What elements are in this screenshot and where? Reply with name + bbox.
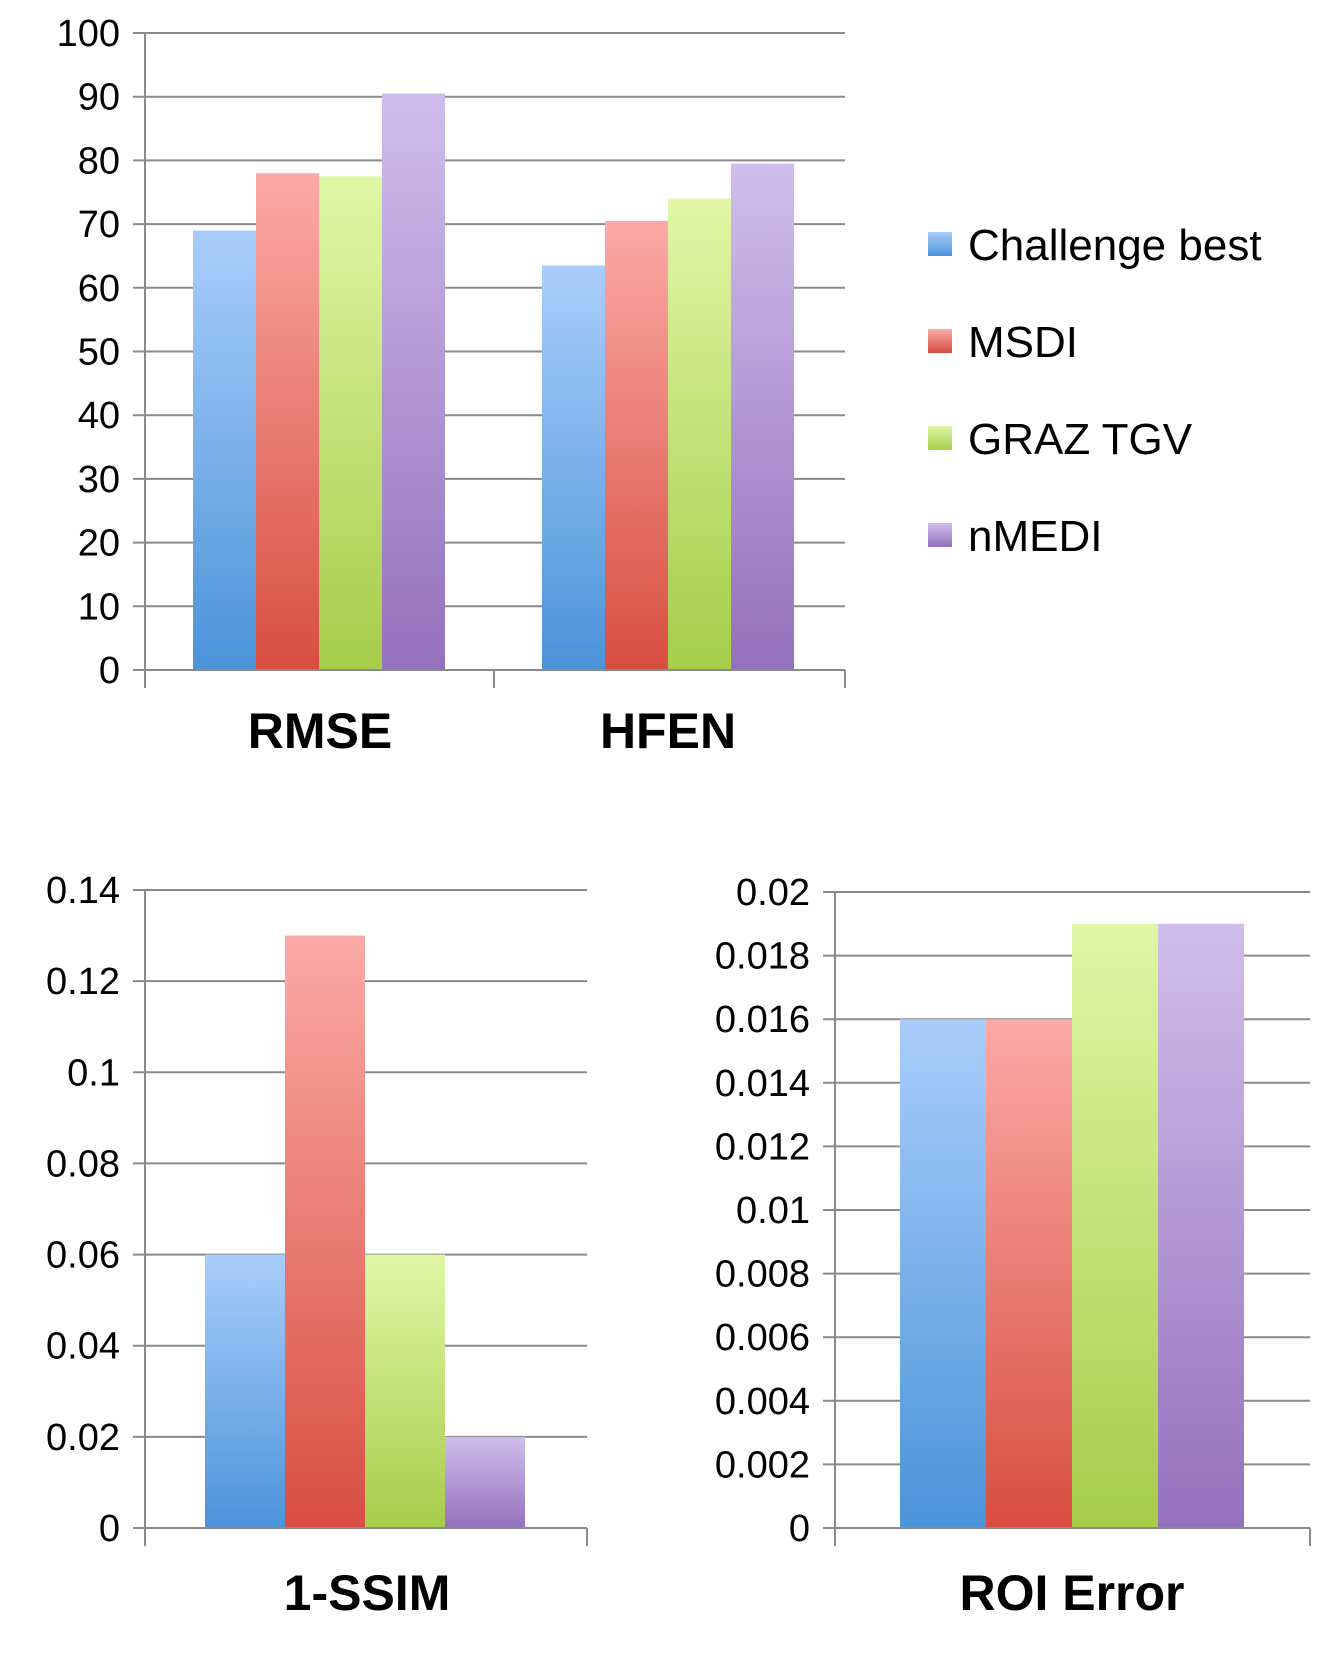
- y-tick-label: 20: [78, 523, 120, 565]
- y-tick-label: 0.02: [46, 1417, 120, 1459]
- y-tick-label: 80: [78, 140, 120, 182]
- y-tick-label: 90: [78, 77, 120, 119]
- legend-label: GRAZ TGV: [968, 415, 1193, 464]
- y-tick-label: 0.014: [715, 1063, 810, 1105]
- y-tick-label: 10: [78, 586, 120, 628]
- legend-swatch: [928, 232, 952, 256]
- bar-hfen-challenge-best: [542, 265, 605, 670]
- legend-swatch: [928, 329, 952, 353]
- legend-swatch: [928, 523, 952, 547]
- y-tick-label: 70: [78, 204, 120, 246]
- y-tick-label: 0.016: [715, 999, 810, 1041]
- y-tick-label: 0: [99, 650, 120, 692]
- bar-roi-error-challenge-best: [900, 1019, 986, 1528]
- y-tick-label: 60: [78, 268, 120, 310]
- y-tick-label: 0.006: [715, 1317, 810, 1359]
- y-tick-label: 0.1: [67, 1052, 120, 1094]
- chart-panel-1: 0 10 20 30 40 50 60 70 80 90 100 RMSE HFEN: [57, 13, 846, 759]
- bar-1-ssim-challenge-best: [205, 1254, 285, 1528]
- y-tick-label: 50: [78, 332, 120, 374]
- bar-1-ssim-msdi: [285, 935, 365, 1528]
- y-tick-label: 40: [78, 395, 120, 437]
- y-tick-label: 0.01: [736, 1190, 810, 1232]
- bar-hfen-graz-tgv: [668, 198, 731, 670]
- chart-panel-3: 0 0.002 0.004 0.006 0.008 0.01 0.012 0.014 0.016…: [715, 872, 1311, 1621]
- y-tick-label: 0: [99, 1508, 120, 1550]
- y-tick-label: 0.12: [46, 961, 120, 1003]
- y-tick-label: 0.004: [715, 1381, 810, 1423]
- bar-rmse-msdi: [256, 173, 319, 670]
- bar-hfen-msdi: [605, 220, 668, 671]
- bar-rmse-nmedi: [382, 93, 445, 670]
- bar-rmse-challenge-best: [193, 230, 256, 670]
- y-tick-label: 30: [78, 459, 120, 501]
- y-tick-label: 0.012: [715, 1126, 810, 1168]
- chart-panel-2: 0 0.02 0.04 0.06 0.08 0.1 0.12 0.14 1-SSIM: [46, 870, 588, 1621]
- category-label: ROI Error: [959, 1565, 1184, 1621]
- y-tick-label: 0.02: [736, 872, 810, 914]
- legend-swatch: [928, 426, 952, 450]
- y-tick-label: 0.018: [715, 936, 810, 978]
- bar-1-ssim-nmedi: [445, 1436, 525, 1528]
- y-tick-label: 0: [789, 1508, 810, 1550]
- y-tick-label: 0.008: [715, 1254, 810, 1296]
- legend: Challenge best MSDI GRAZ TGV nMEDI: [928, 221, 1262, 561]
- bar-1-ssim-graz-tgv: [365, 1254, 445, 1528]
- category-label: 1-SSIM: [284, 1565, 451, 1621]
- bar-hfen-nmedi: [731, 163, 794, 670]
- bar-rmse-graz-tgv: [319, 176, 382, 670]
- y-tick-label: 0.06: [46, 1235, 120, 1277]
- legend-label: nMEDI: [968, 512, 1102, 561]
- legend-label: Challenge best: [968, 221, 1262, 270]
- category-label: HFEN: [600, 703, 736, 759]
- y-tick-label: 100: [57, 13, 120, 55]
- y-tick-label: 0.002: [715, 1444, 810, 1486]
- bar-roi-error-msdi: [986, 1019, 1072, 1528]
- bar-roi-error-nmedi: [1158, 923, 1244, 1528]
- y-tick-label: 0.08: [46, 1143, 120, 1185]
- category-label: RMSE: [248, 703, 392, 759]
- legend-label: MSDI: [968, 318, 1078, 367]
- bar-roi-error-graz-tgv: [1072, 923, 1158, 1528]
- y-tick-label: 0.04: [46, 1326, 120, 1368]
- y-tick-label: 0.14: [46, 870, 120, 912]
